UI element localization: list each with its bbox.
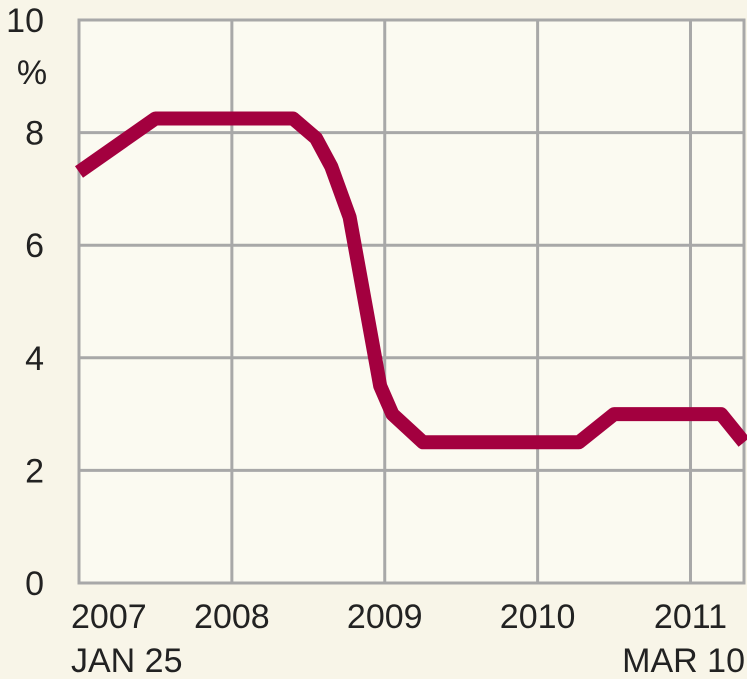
x-end-date-label: MAR 10 <box>622 642 745 679</box>
series-line <box>74 111 747 450</box>
x-start-date-label: JAN 25 <box>71 642 183 679</box>
grid <box>77 18 744 585</box>
y-axis-ticks: 0 2 4 6 8 10 <box>6 2 44 603</box>
y-tick-label: 2 <box>25 452 44 490</box>
plot-area <box>77 18 746 585</box>
x-tick-label: 2009 <box>347 598 423 636</box>
x-tick-label: 2010 <box>500 598 576 636</box>
series-group <box>74 111 747 450</box>
y-tick-label: 8 <box>25 115 44 153</box>
x-axis-ticks: 2007 2008 2009 2010 2011 <box>71 598 727 636</box>
y-tick-label: 0 <box>25 565 44 603</box>
y-tick-label: 4 <box>25 340 44 378</box>
x-tick-label: 2011 <box>654 598 727 636</box>
x-tick-label: 2008 <box>194 598 270 636</box>
y-axis-unit-label: % <box>17 54 47 92</box>
y-tick-label: 6 <box>25 227 44 265</box>
x-tick-label: 2007 <box>71 598 147 636</box>
y-tick-label: 10 <box>6 2 44 40</box>
